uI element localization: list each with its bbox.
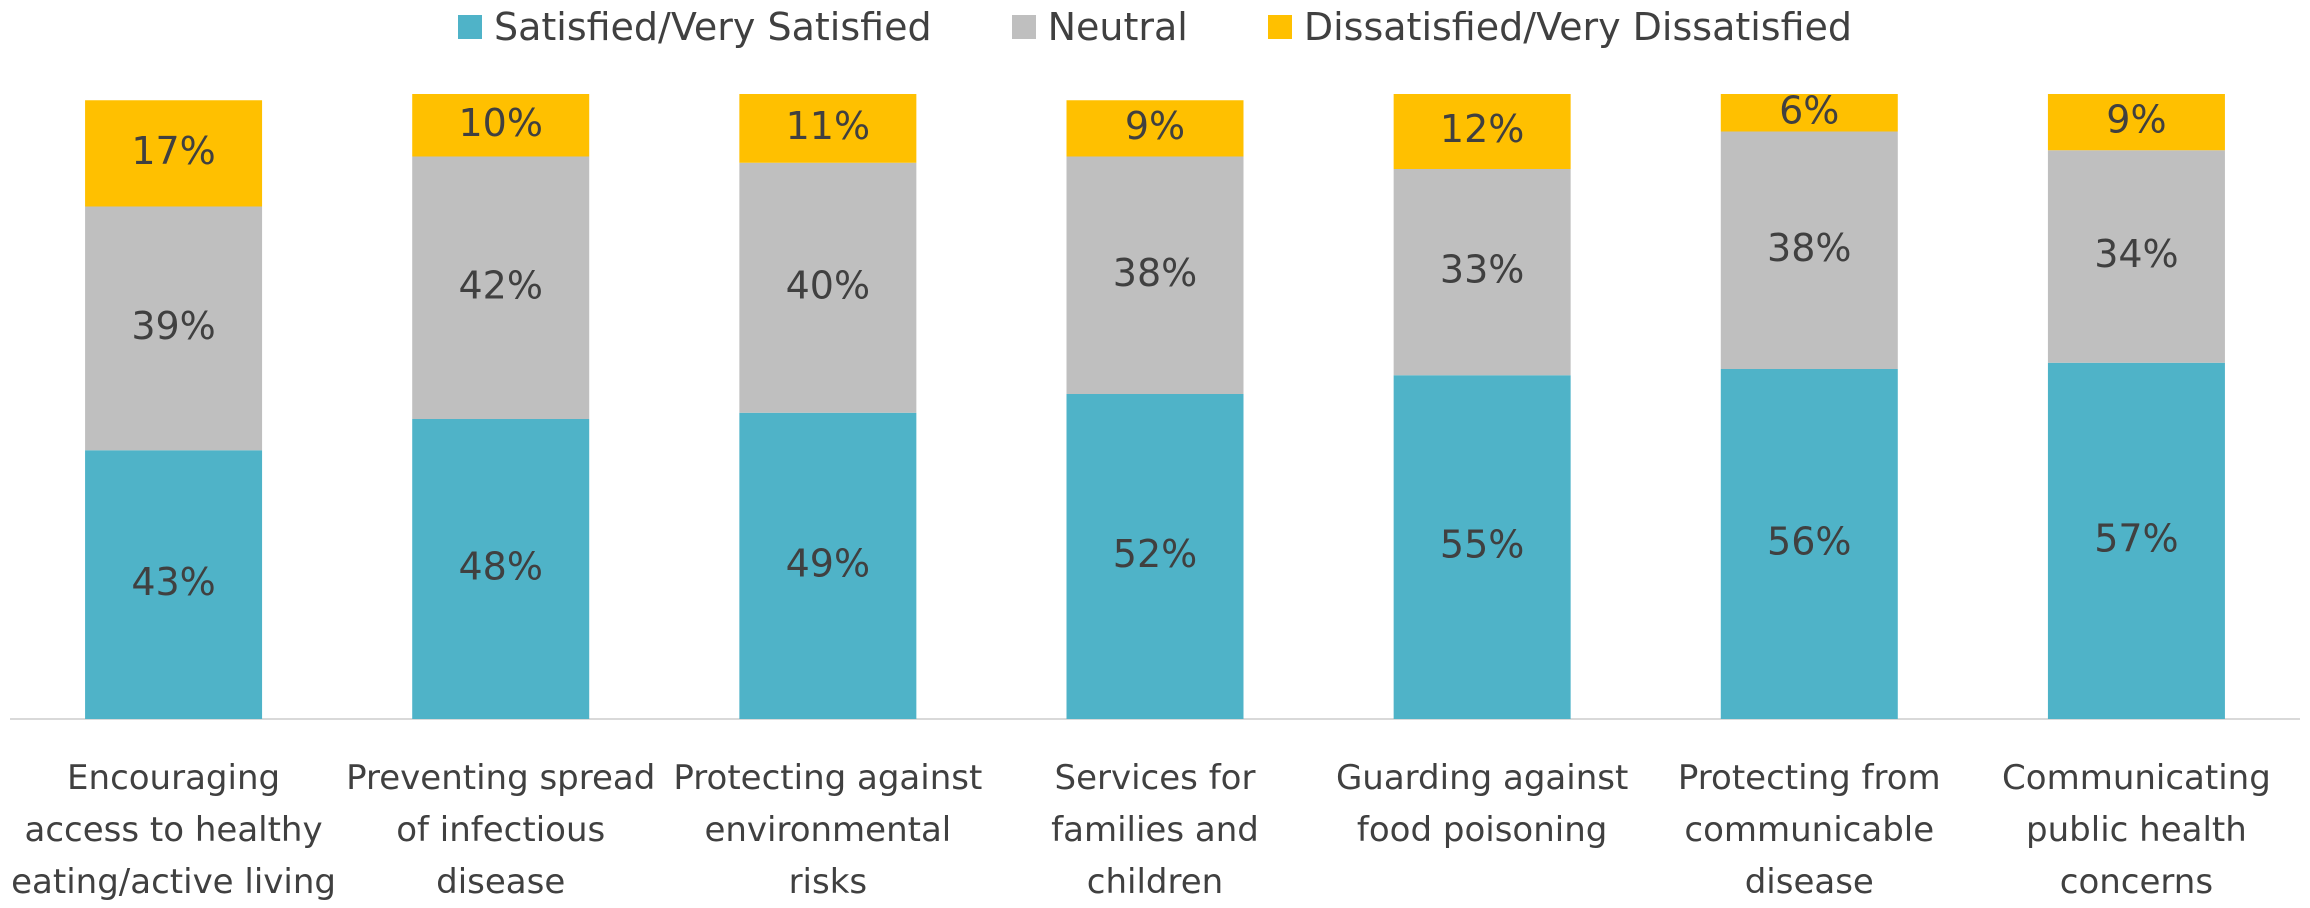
data-label: 40% xyxy=(786,263,870,307)
bar-segment xyxy=(1720,131,1898,369)
bar-segment xyxy=(739,412,917,719)
bar-segment xyxy=(412,94,590,157)
bar-segment xyxy=(739,162,917,413)
bar-segment xyxy=(2047,362,2225,719)
x-tick-label: Guarding against food poisoning xyxy=(1335,758,1629,850)
data-label: 6% xyxy=(1779,88,1839,132)
bar-segment xyxy=(1393,94,1571,169)
bar-segment xyxy=(1720,94,1898,132)
data-label: 9% xyxy=(2106,98,2166,142)
data-label: 49% xyxy=(786,541,870,585)
data-label: 55% xyxy=(1440,523,1524,567)
bar-segment xyxy=(412,419,590,719)
legend-swatch xyxy=(457,15,482,39)
x-tick-label: Protecting from communicable disease xyxy=(1677,758,1941,902)
data-label: 48% xyxy=(458,545,542,589)
x-tick-label: Protecting against environmental risks xyxy=(673,758,983,902)
bar-segment xyxy=(412,156,590,419)
bar-segment xyxy=(739,94,917,163)
data-label: 42% xyxy=(458,263,542,307)
legend: Satisfied/Very Satisfied Neutral Dissatisf… xyxy=(0,0,2310,54)
x-tick-label: Services for families and children xyxy=(1051,758,1259,902)
legend-label: Neutral xyxy=(1047,5,1188,49)
data-label: 33% xyxy=(1440,248,1524,292)
bar-segment xyxy=(1393,375,1571,719)
bar-segment xyxy=(1393,169,1571,376)
data-label: 52% xyxy=(1113,532,1197,576)
bar-segment xyxy=(1066,156,1244,394)
x-tick-label: Preventing spread of infectious disease xyxy=(346,758,656,902)
data-label: 10% xyxy=(458,101,542,145)
data-label: 39% xyxy=(131,304,215,348)
legend-swatch xyxy=(1267,15,1292,39)
data-label: 43% xyxy=(131,560,215,604)
bar-segment xyxy=(2047,94,2225,151)
data-label: 34% xyxy=(2094,232,2178,276)
data-label: 11% xyxy=(786,104,870,148)
x-tick-label: Encouraging access to healthy eating/act… xyxy=(11,758,336,902)
legend-label: Dissatisfied/Very Dissatisfied xyxy=(1303,5,1853,49)
bar-segment xyxy=(1066,394,1244,719)
legend-item: Dissatisfied/Very Dissatisfied xyxy=(1267,5,1853,49)
legend-swatch xyxy=(1011,15,1036,39)
data-label: 38% xyxy=(1113,251,1197,295)
x-tick-label: Communicating public health concerns xyxy=(2002,758,2271,902)
data-label: 12% xyxy=(1440,107,1524,151)
bar-segment xyxy=(85,206,263,451)
bar-segment xyxy=(85,100,263,207)
data-label: 38% xyxy=(1767,226,1851,270)
data-label: 9% xyxy=(1125,104,1185,148)
bar-segment xyxy=(2047,150,2225,363)
legend-label: Satisfied/Very Satisfied xyxy=(493,5,932,49)
data-label: 17% xyxy=(131,129,215,173)
bar-segment xyxy=(1066,100,1244,157)
data-label: 57% xyxy=(2094,516,2178,560)
legend-item: Satisfied/Very Satisfied xyxy=(457,5,932,49)
legend-item: Neutral xyxy=(1011,5,1188,49)
data-label: 56% xyxy=(1767,520,1851,564)
bar-segment xyxy=(1720,369,1898,719)
bar-segment xyxy=(85,450,263,719)
